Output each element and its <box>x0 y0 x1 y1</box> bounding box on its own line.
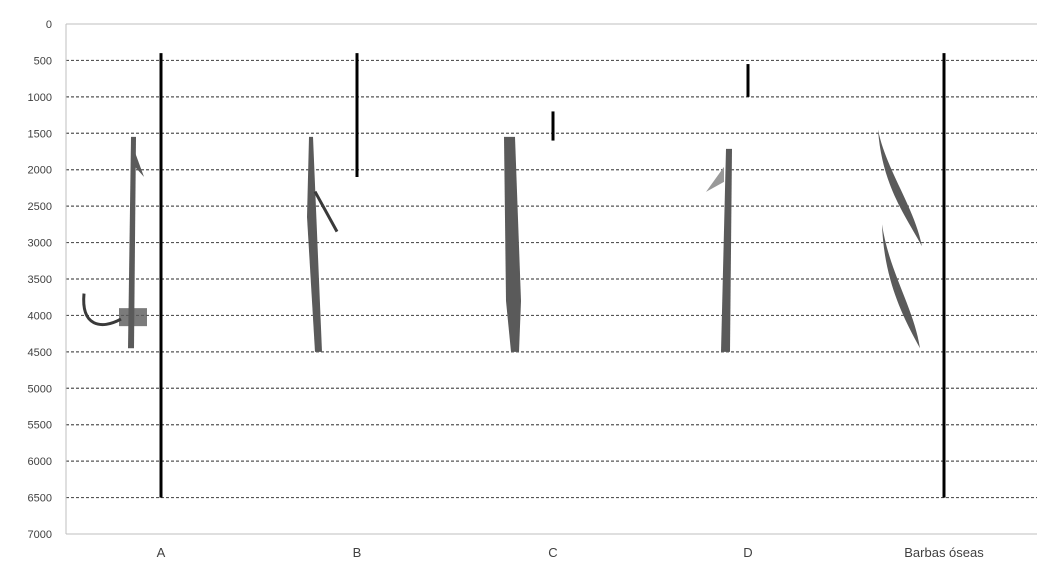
y-tick-label: 4500 <box>28 347 52 359</box>
artifact-image <box>878 129 922 349</box>
bone-barb-lower <box>882 224 920 349</box>
y-tick-label: 3000 <box>28 238 52 250</box>
y-tick-label: 2000 <box>28 165 52 177</box>
harpoon-shaft <box>128 136 136 349</box>
harpoon-shaft <box>504 136 521 352</box>
y-tick-label: 500 <box>34 55 52 67</box>
bone-barb-upper <box>878 129 922 247</box>
y-tick-label: 2500 <box>28 201 52 213</box>
harpoon-binding <box>119 308 147 327</box>
y-tick-label: 0 <box>46 19 52 31</box>
y-tick-label: 7000 <box>28 529 52 541</box>
harpoon-barb <box>706 166 724 192</box>
x-tick-label: C <box>548 545 557 560</box>
artifact-image <box>82 136 147 349</box>
harpoon-barb <box>133 146 144 177</box>
x-axis-tick-labels: A B C D Barbas óseas <box>157 545 985 560</box>
y-tick-label: 1500 <box>28 128 52 140</box>
x-tick-label: D <box>743 545 752 560</box>
harpoon-shaft <box>721 148 732 352</box>
y-tick-label: 5500 <box>28 420 52 432</box>
harpoon-shaft <box>307 136 322 352</box>
harpoon-barb <box>313 190 339 233</box>
artifact-image <box>706 148 732 352</box>
y-tick-label: 5000 <box>28 383 52 395</box>
x-tick-label: B <box>353 545 362 560</box>
x-tick-label: Barbas óseas <box>904 545 984 560</box>
artifact-image <box>307 136 339 352</box>
gridlines <box>66 23 1037 499</box>
y-tick-label: 3500 <box>28 274 52 286</box>
artifact-image <box>504 136 521 352</box>
y-tick-label: 1000 <box>28 92 52 104</box>
range-bars <box>159 53 946 498</box>
y-tick-label: 6000 <box>28 456 52 468</box>
y-axis-tick-labels: 0 500 1000 1500 2000 2500 3000 3500 4000 4500 5000… <box>28 19 52 541</box>
artifact-images <box>82 129 922 352</box>
harpoon-cord <box>82 293 122 327</box>
y-tick-label: 4000 <box>28 310 52 322</box>
y-tick-label: 6500 <box>28 493 52 505</box>
x-tick-label: A <box>157 545 166 560</box>
